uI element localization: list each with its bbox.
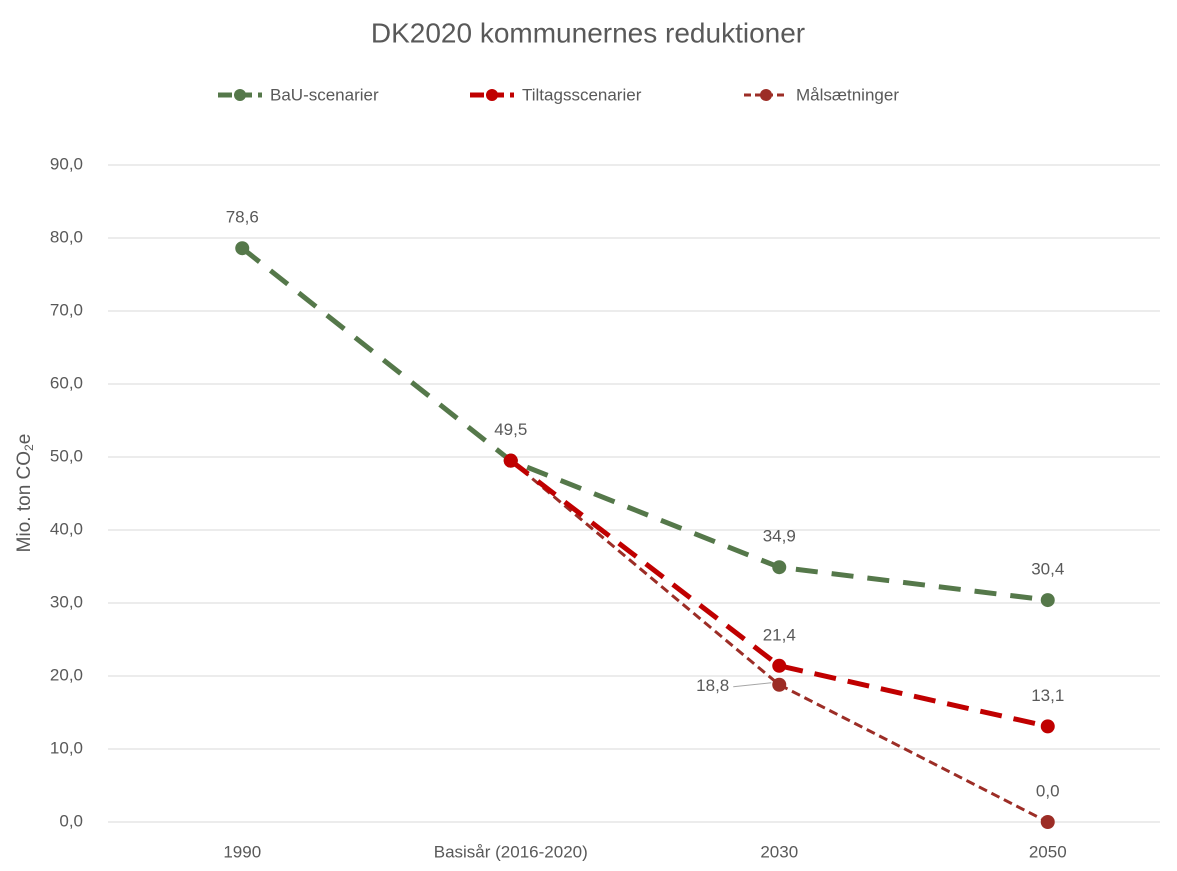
- legend-label: Tiltagsscenarier: [522, 85, 642, 104]
- y-label-sub: 2: [22, 444, 36, 451]
- data-label: 30,4: [1031, 560, 1064, 579]
- data-label: 21,4: [763, 625, 796, 644]
- x-tick-label: 1990: [223, 842, 261, 861]
- y-tick-label: 10,0: [50, 738, 83, 757]
- data-point: [1040, 593, 1055, 608]
- legend-marker: [486, 89, 498, 101]
- data-point: [503, 453, 518, 468]
- data-point: [1040, 719, 1055, 734]
- y-label-text: Mio. ton CO: [14, 451, 35, 552]
- y-tick-label: 50,0: [50, 446, 83, 465]
- y-tick-label: 90,0: [50, 154, 83, 173]
- data-label: 18,8: [696, 676, 729, 695]
- y-tick-label: 40,0: [50, 519, 83, 538]
- x-tick-label: 2030: [760, 842, 798, 861]
- y-tick-label: 70,0: [50, 300, 83, 319]
- x-tick-label: Basisår (2016-2020): [434, 842, 588, 861]
- data-label: 0,0: [1036, 781, 1060, 800]
- y-tick-label: 20,0: [50, 665, 83, 684]
- y-label-end: e: [14, 434, 35, 445]
- series-line: [240, 246, 1049, 603]
- legend-marker: [760, 89, 772, 101]
- series-line: [509, 458, 1049, 729]
- y-axis-label: Mio. ton CO2e: [14, 434, 36, 553]
- leader-line: [733, 682, 772, 688]
- data-point: [1040, 815, 1055, 829]
- data-label: 78,6: [226, 208, 259, 227]
- legend-marker: [234, 89, 246, 101]
- data-label: 13,1: [1031, 686, 1064, 705]
- y-tick-label: 0,0: [59, 811, 83, 830]
- data-point: [235, 241, 250, 256]
- data-label: 49,5: [494, 420, 527, 439]
- y-tick-label: 80,0: [50, 227, 83, 246]
- data-point: [772, 677, 787, 692]
- data-label: 34,9: [763, 527, 796, 546]
- legend-label: Målsætninger: [796, 85, 899, 104]
- legend-label: BaU-scenarier: [270, 85, 379, 104]
- x-tick-label: 2050: [1029, 842, 1067, 861]
- data-point: [772, 560, 787, 575]
- data-point: [772, 658, 787, 673]
- y-tick-label: 30,0: [50, 592, 83, 611]
- series-line: [509, 459, 1049, 824]
- y-tick-label: 60,0: [50, 373, 83, 392]
- chart-title: DK2020 kommunernes reduktioner: [371, 17, 805, 48]
